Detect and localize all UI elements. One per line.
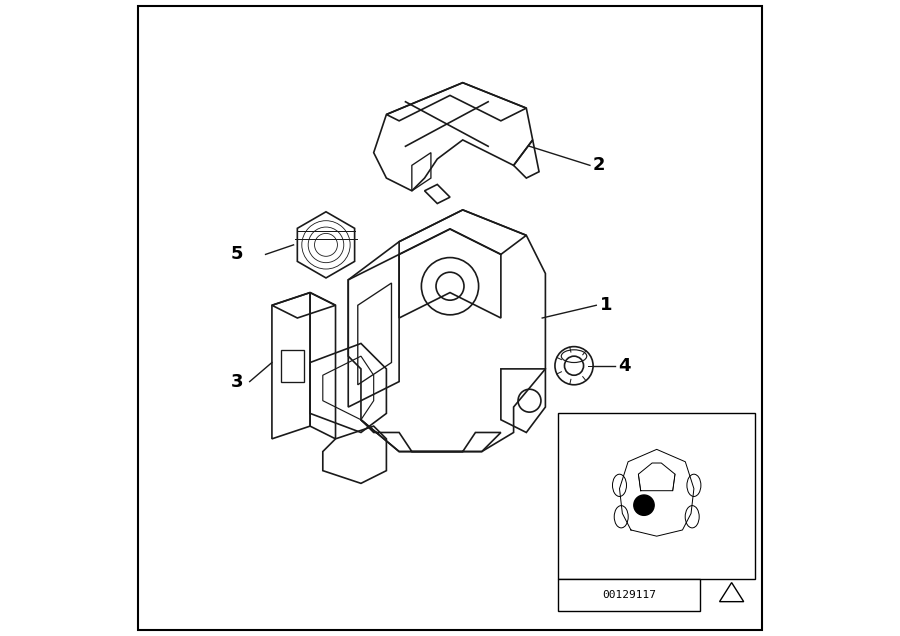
Bar [558, 413, 755, 579]
Text: 5: 5 [230, 245, 243, 263]
Text: 2: 2 [593, 156, 606, 174]
Circle shape [634, 495, 654, 515]
Bar [282, 350, 303, 382]
Bar [558, 579, 700, 611]
Text: 3: 3 [230, 373, 243, 391]
Text: 4: 4 [618, 357, 631, 375]
Text: 00129117: 00129117 [602, 590, 656, 600]
Text: 1: 1 [599, 296, 612, 314]
